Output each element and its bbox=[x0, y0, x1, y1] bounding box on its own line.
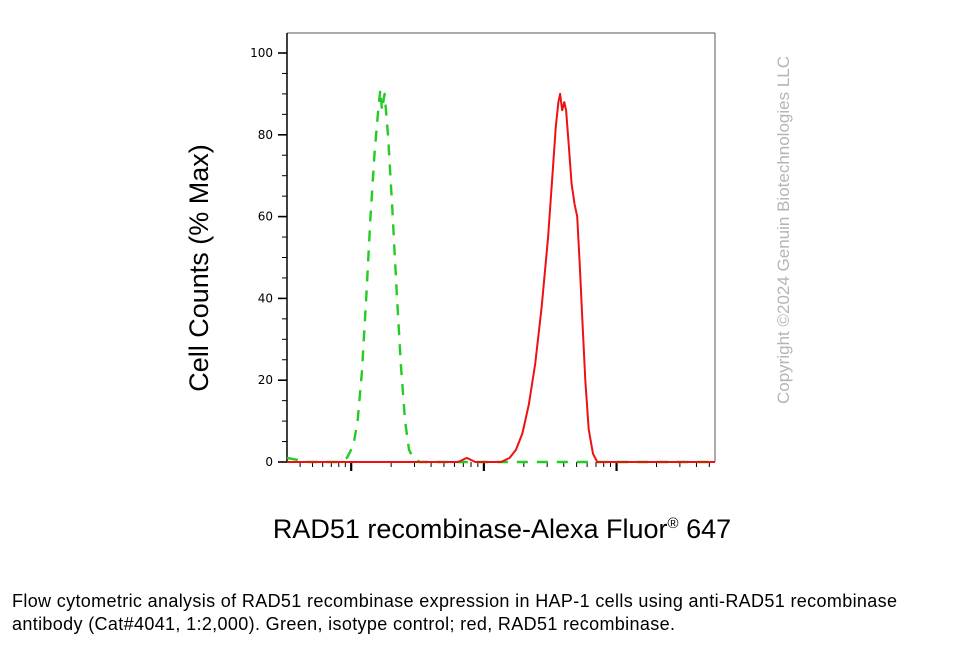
y-axis-label: Cell Counts (% Max) bbox=[184, 144, 214, 392]
copyright-watermark: Copyright ©2024 Genuin Biotechnologies L… bbox=[774, 56, 793, 404]
x-axis-label-sup: ® bbox=[668, 515, 679, 532]
y-tick-label: 40 bbox=[258, 291, 273, 305]
plot-frame bbox=[286, 32, 716, 462]
y-axis-ticks: 0 20 40 60 80 100 bbox=[250, 46, 287, 469]
figure-caption: Flow cytometric analysis of RAD51 recomb… bbox=[12, 591, 898, 634]
x-axis-ticks bbox=[299, 462, 710, 471]
series-layer bbox=[286, 88, 715, 464]
x-axis-label: RAD51 recombinase-Alexa Fluor® 647 bbox=[273, 514, 731, 544]
y-tick-label: 60 bbox=[258, 210, 273, 224]
y-tick-label: 20 bbox=[258, 373, 273, 387]
y-tick-label: 100 bbox=[250, 46, 273, 60]
x-axis-label-suffix: 647 bbox=[679, 514, 732, 544]
rad51-line bbox=[287, 92, 715, 463]
y-tick-label: 0 bbox=[265, 455, 273, 469]
isotype-control-line bbox=[286, 88, 715, 464]
y-tick-label: 80 bbox=[258, 128, 273, 142]
